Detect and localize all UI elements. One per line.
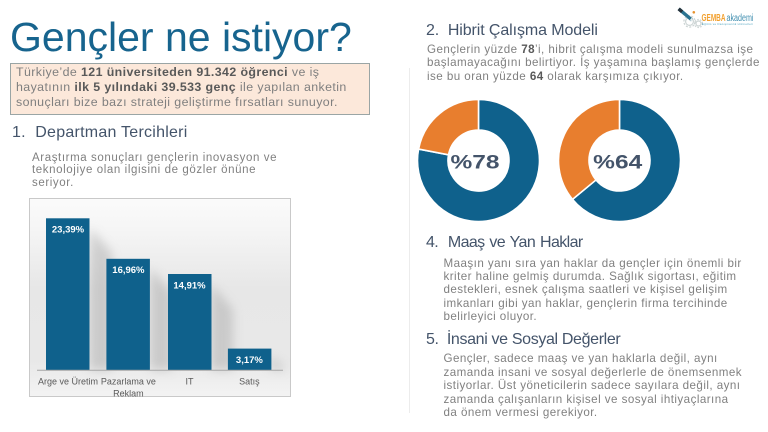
svg-text:16,96%: 16,96% — [112, 265, 145, 276]
svg-text:%78: %78 — [451, 152, 500, 174]
svg-text:IT: IT — [186, 377, 195, 387]
svg-text:GEMBA: GEMBA — [702, 13, 726, 24]
svg-text:3,17%: 3,17% — [236, 355, 263, 366]
svg-text:%64: %64 — [593, 152, 642, 174]
svg-text:14,91%: 14,91% — [173, 280, 206, 291]
svg-text:akademi: akademi — [727, 13, 754, 24]
svg-text:Eğitim ve Danışmanlık Hizmetle: Eğitim ve Danışmanlık Hizmetleri — [702, 22, 753, 26]
svg-text:Arge ve Üretim: Arge ve Üretim — [38, 377, 98, 387]
svg-text:Reklam: Reklam — [113, 389, 144, 398]
svg-text:Satış: Satış — [239, 377, 260, 387]
svg-text:Pazarlama ve: Pazarlama ve — [101, 377, 156, 387]
svg-text:23,39%: 23,39% — [52, 225, 85, 236]
